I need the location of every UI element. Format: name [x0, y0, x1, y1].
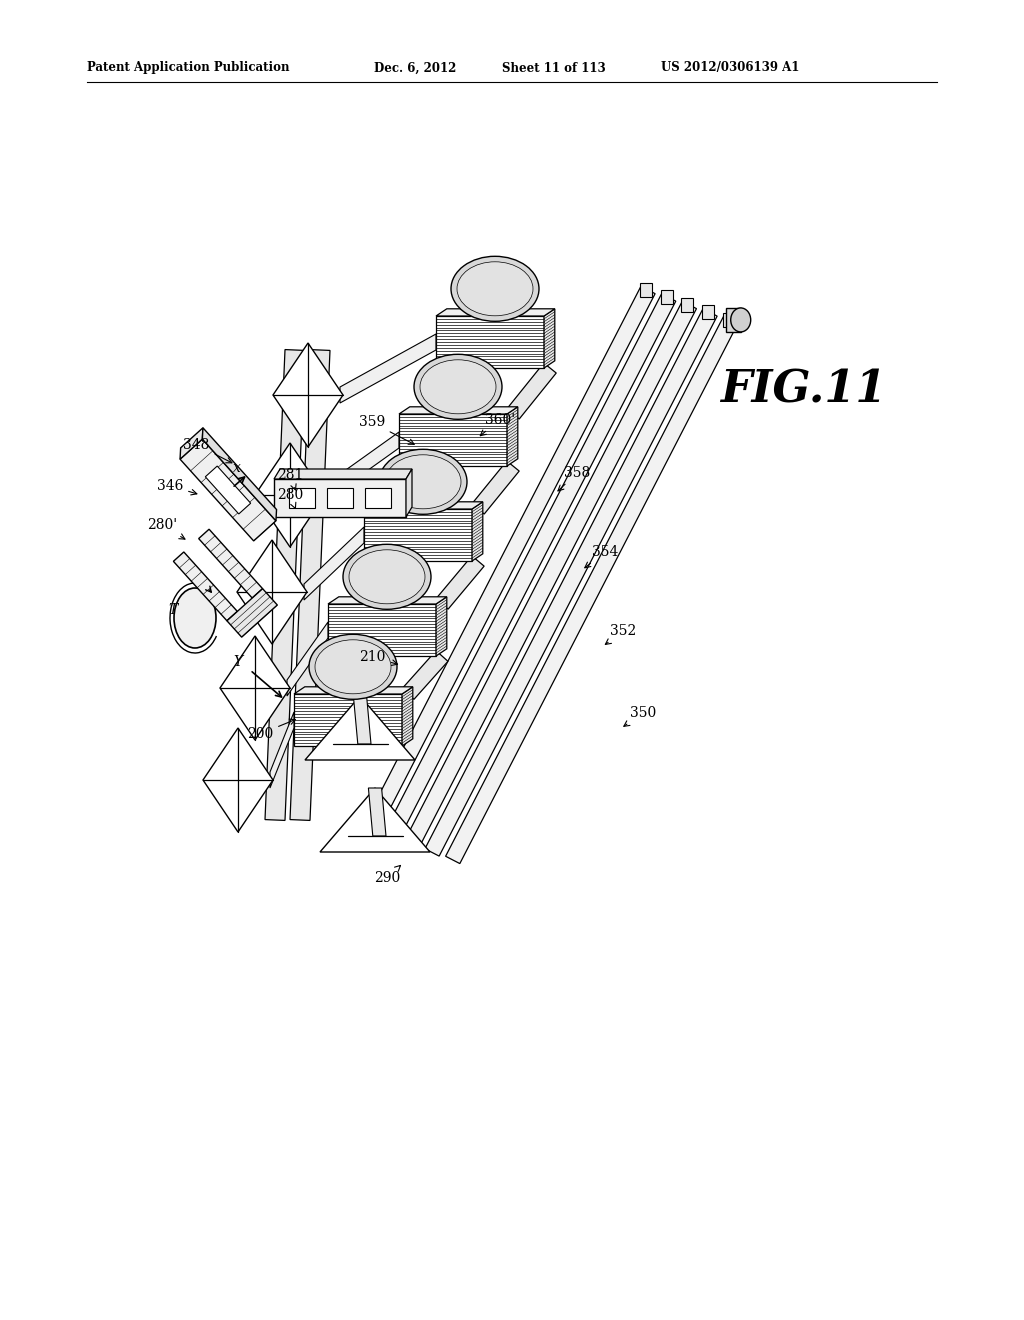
Polygon shape	[255, 444, 325, 546]
Polygon shape	[327, 488, 353, 508]
Polygon shape	[340, 334, 436, 403]
Polygon shape	[287, 622, 328, 696]
Polygon shape	[206, 466, 251, 513]
Polygon shape	[294, 694, 402, 746]
Text: 290: 290	[374, 866, 400, 884]
Text: 350: 350	[624, 706, 656, 726]
Text: 348: 348	[183, 438, 232, 463]
Polygon shape	[436, 315, 544, 368]
Text: 281: 281	[276, 469, 303, 490]
Ellipse shape	[457, 261, 534, 315]
Polygon shape	[660, 290, 673, 305]
Polygon shape	[227, 589, 278, 638]
Polygon shape	[180, 440, 275, 541]
Polygon shape	[702, 305, 714, 319]
Polygon shape	[399, 407, 518, 414]
Polygon shape	[274, 469, 412, 479]
Polygon shape	[723, 313, 735, 327]
Text: Patent Application Publication: Patent Application Publication	[87, 62, 290, 74]
Polygon shape	[203, 729, 273, 832]
Text: Y: Y	[233, 655, 243, 669]
Polygon shape	[265, 350, 305, 821]
Polygon shape	[369, 788, 386, 836]
Ellipse shape	[174, 587, 216, 648]
Polygon shape	[544, 309, 555, 368]
Text: FIG.11: FIG.11	[720, 368, 887, 412]
Ellipse shape	[414, 354, 502, 420]
Text: x: x	[233, 461, 241, 475]
Ellipse shape	[315, 640, 391, 694]
Polygon shape	[173, 552, 238, 620]
Ellipse shape	[420, 360, 496, 413]
Polygon shape	[365, 488, 391, 508]
Polygon shape	[180, 428, 203, 459]
Text: 352: 352	[605, 624, 637, 644]
Polygon shape	[319, 788, 430, 851]
Text: 346: 346	[157, 479, 197, 495]
Polygon shape	[305, 696, 415, 760]
Polygon shape	[399, 414, 507, 466]
Text: 200: 200	[247, 719, 295, 741]
Text: 360': 360'	[480, 413, 515, 436]
Ellipse shape	[385, 455, 461, 508]
Polygon shape	[364, 510, 472, 561]
Polygon shape	[681, 298, 693, 312]
Text: 359: 359	[358, 416, 415, 445]
Polygon shape	[507, 363, 556, 418]
Polygon shape	[274, 479, 406, 517]
Polygon shape	[294, 686, 413, 694]
Text: Sheet 11 of 113: Sheet 11 of 113	[502, 62, 606, 74]
Ellipse shape	[379, 449, 467, 515]
Text: 210: 210	[359, 651, 397, 665]
Polygon shape	[304, 527, 364, 601]
Polygon shape	[507, 407, 518, 466]
Polygon shape	[472, 502, 482, 561]
Polygon shape	[199, 529, 262, 598]
Ellipse shape	[309, 635, 397, 700]
Ellipse shape	[343, 544, 431, 610]
Polygon shape	[425, 309, 717, 857]
Polygon shape	[472, 461, 519, 513]
Polygon shape	[364, 502, 482, 510]
Polygon shape	[270, 711, 294, 788]
Polygon shape	[640, 282, 652, 297]
Polygon shape	[237, 540, 307, 644]
Ellipse shape	[451, 256, 539, 321]
Polygon shape	[436, 556, 484, 609]
Polygon shape	[289, 488, 315, 508]
Polygon shape	[353, 696, 371, 744]
Polygon shape	[402, 651, 447, 700]
Text: 280': 280'	[146, 519, 185, 539]
Polygon shape	[436, 597, 446, 656]
Polygon shape	[203, 428, 276, 521]
Polygon shape	[220, 636, 290, 741]
Polygon shape	[404, 301, 696, 849]
Polygon shape	[328, 605, 436, 656]
Polygon shape	[436, 309, 555, 315]
Polygon shape	[402, 686, 413, 746]
Polygon shape	[362, 286, 655, 834]
Ellipse shape	[349, 550, 425, 603]
Text: US 2012/0306139 A1: US 2012/0306139 A1	[662, 62, 800, 74]
Polygon shape	[406, 469, 412, 517]
Polygon shape	[273, 343, 343, 447]
Polygon shape	[384, 294, 676, 841]
Polygon shape	[445, 317, 738, 863]
Text: T: T	[168, 603, 177, 616]
Text: 280: 280	[276, 488, 303, 508]
Polygon shape	[322, 432, 399, 503]
Polygon shape	[328, 597, 446, 605]
Text: Dec. 6, 2012: Dec. 6, 2012	[374, 62, 457, 74]
Text: 354: 354	[585, 545, 618, 568]
Polygon shape	[290, 350, 330, 821]
Polygon shape	[726, 308, 740, 331]
Ellipse shape	[731, 308, 751, 331]
Text: 358: 358	[558, 466, 591, 491]
